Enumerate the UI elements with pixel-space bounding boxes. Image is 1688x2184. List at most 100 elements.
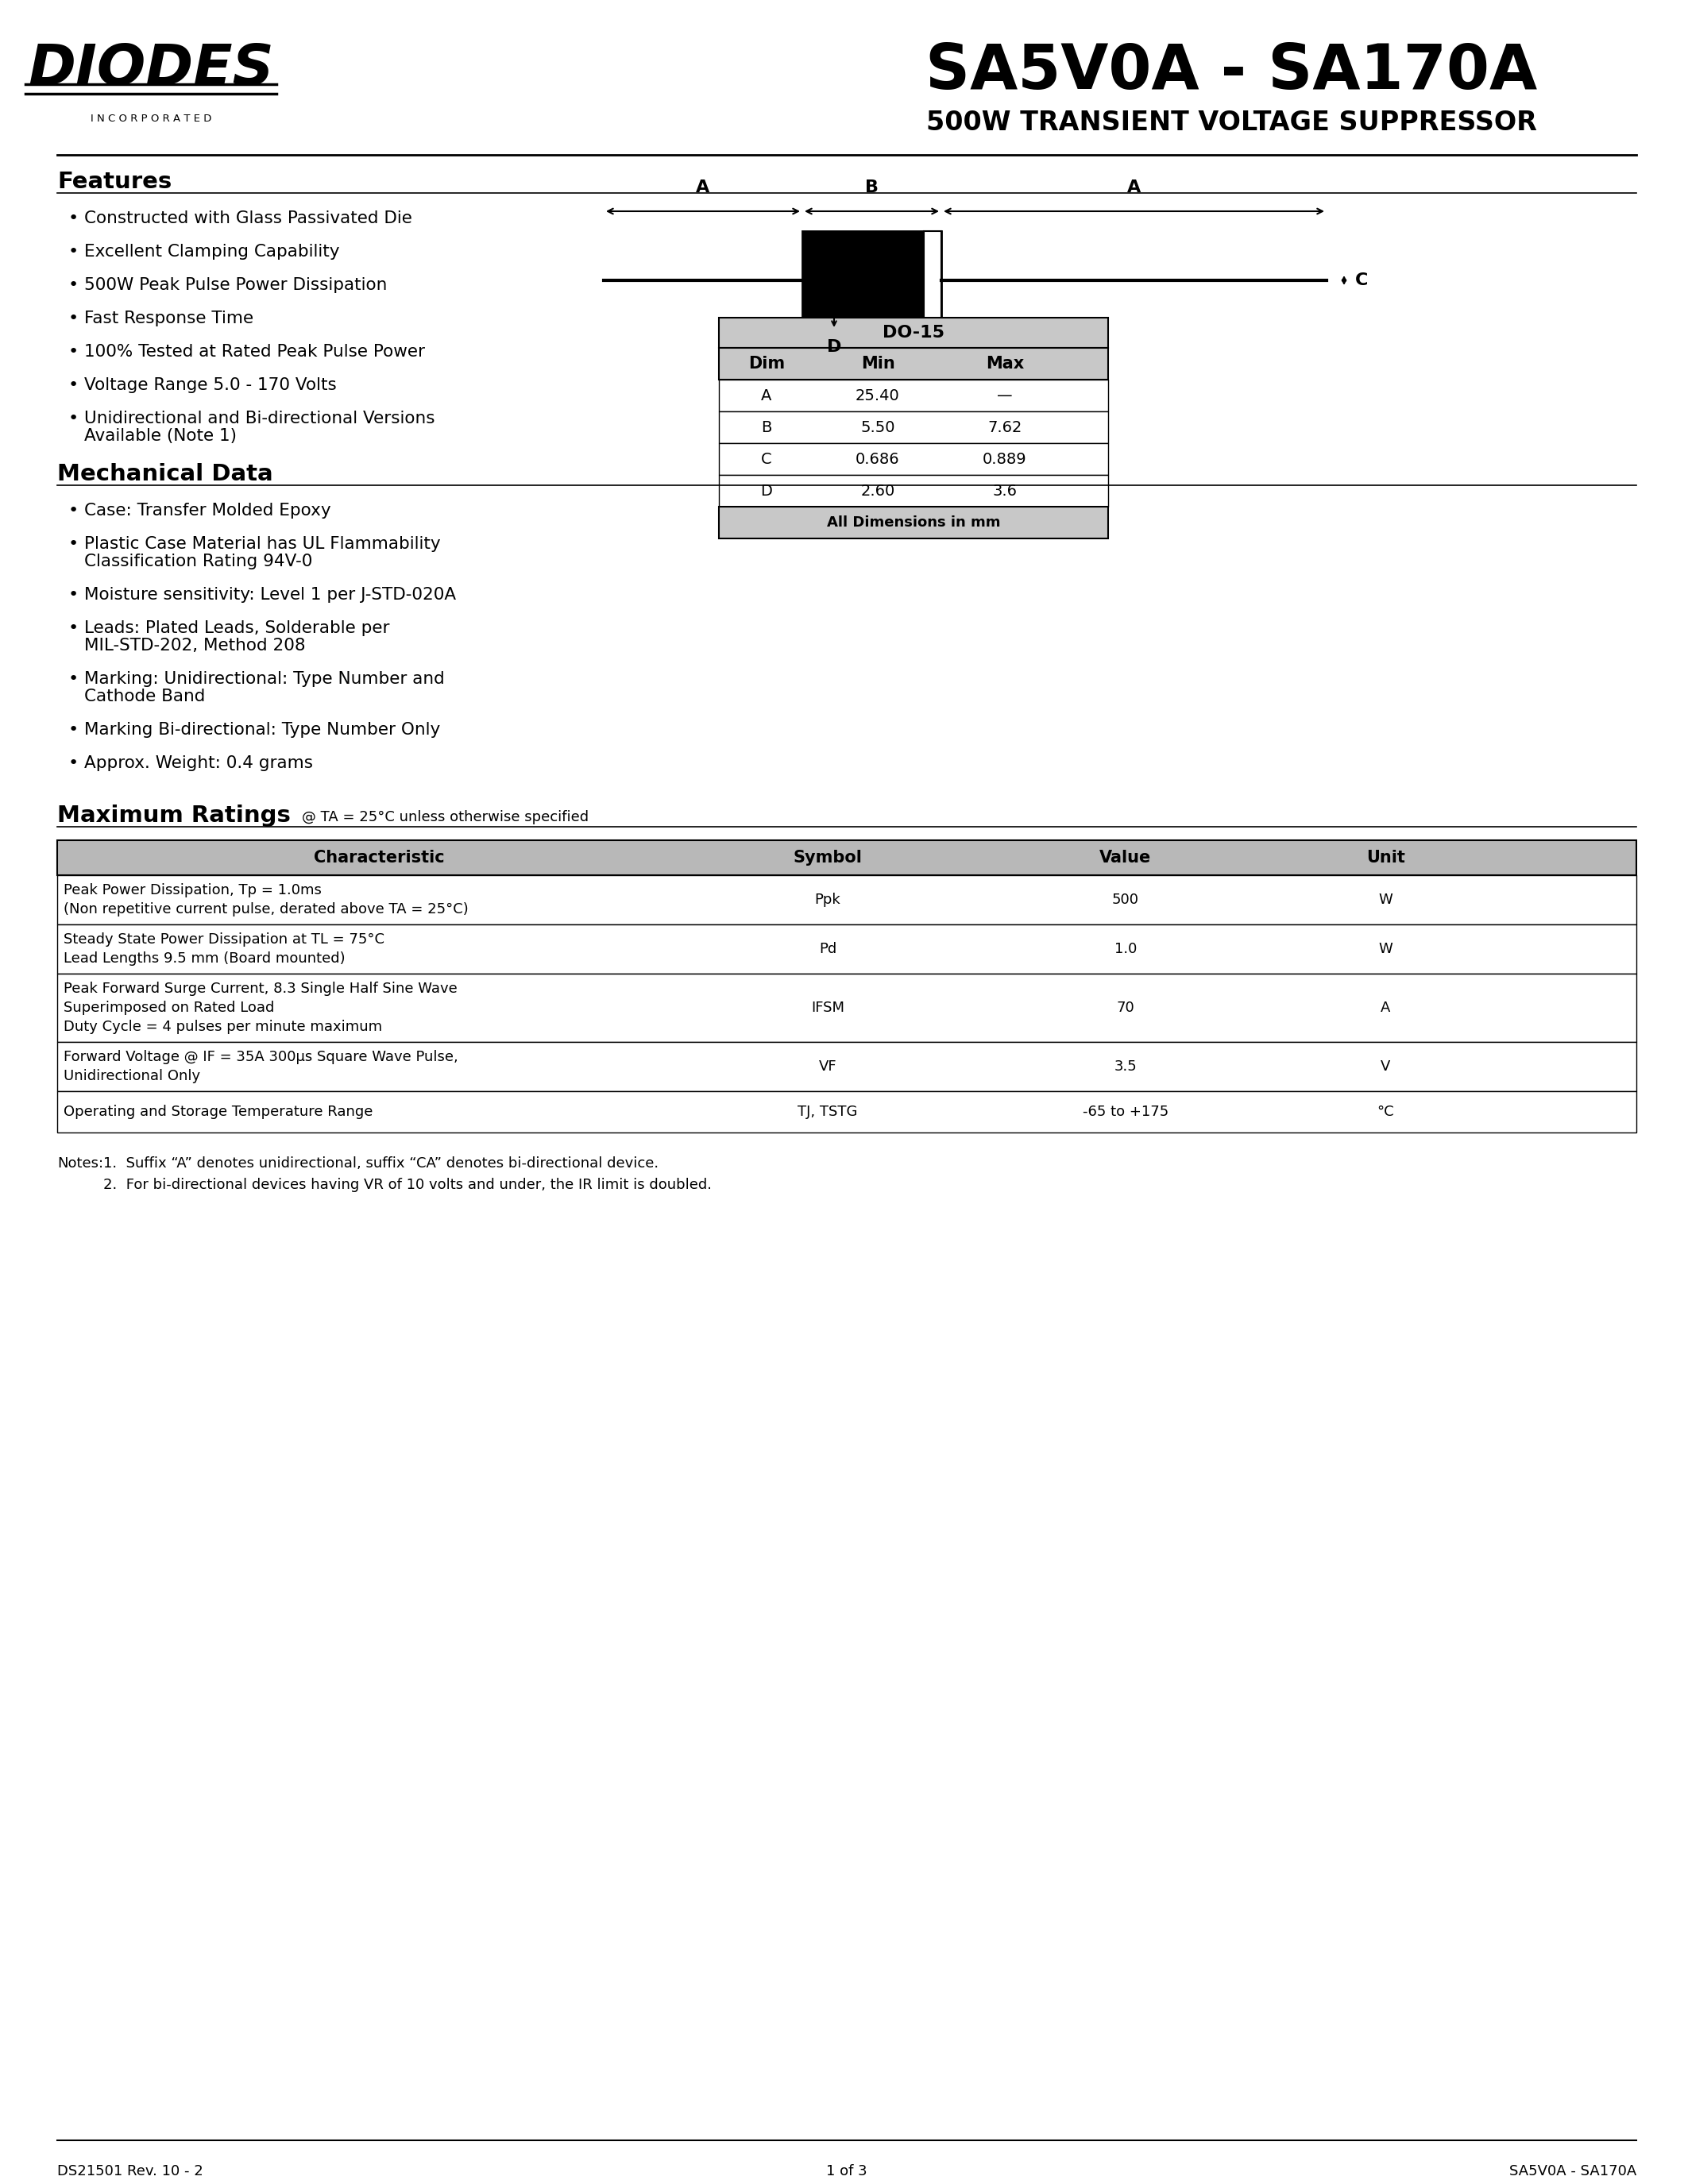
Text: Case: Transfer Molded Epoxy: Case: Transfer Molded Epoxy xyxy=(84,502,331,518)
Text: I N C O R P O R A T E D: I N C O R P O R A T E D xyxy=(91,114,211,124)
Bar xyxy=(923,232,942,330)
Text: Superimposed on Rated Load: Superimposed on Rated Load xyxy=(64,1000,275,1016)
Text: -65 to +175: -65 to +175 xyxy=(1082,1105,1168,1118)
Text: Moisture sensitivity: Level 1 per J-STD-020A: Moisture sensitivity: Level 1 per J-STD-… xyxy=(84,587,456,603)
Bar xyxy=(57,974,1636,1042)
Text: •: • xyxy=(68,587,79,603)
Text: •: • xyxy=(68,620,79,636)
Text: DS21501 Rev. 10 - 2: DS21501 Rev. 10 - 2 xyxy=(57,2164,203,2177)
Text: Ppk: Ppk xyxy=(815,893,841,906)
Text: Min: Min xyxy=(861,356,895,371)
Text: 2.  For bi-directional devices having VR of 10 volts and under, the IR limit is : 2. For bi-directional devices having VR … xyxy=(103,1177,712,1192)
Text: •: • xyxy=(68,723,79,738)
Text: •: • xyxy=(68,343,79,360)
Bar xyxy=(719,507,1107,539)
Text: Marking: Unidirectional: Type Number and: Marking: Unidirectional: Type Number and xyxy=(84,670,444,688)
Text: Leads: Plated Leads, Solderable per: Leads: Plated Leads, Solderable per xyxy=(84,620,390,636)
Text: Lead Lengths 9.5 mm (Board mounted): Lead Lengths 9.5 mm (Board mounted) xyxy=(64,952,346,965)
Text: 1.  Suffix “A” denotes unidirectional, suffix “CA” denotes bi-directional device: 1. Suffix “A” denotes unidirectional, su… xyxy=(103,1155,658,1171)
Text: Voltage Range 5.0 - 170 Volts: Voltage Range 5.0 - 170 Volts xyxy=(84,378,336,393)
Text: 7.62: 7.62 xyxy=(987,419,1023,435)
Text: MIL-STD-202, Method 208: MIL-STD-202, Method 208 xyxy=(84,638,306,653)
Bar xyxy=(719,380,1107,411)
Text: Mechanical Data: Mechanical Data xyxy=(57,463,273,485)
Text: •: • xyxy=(68,535,79,553)
Text: @ TA = 25°C unless otherwise specified: @ TA = 25°C unless otherwise specified xyxy=(302,810,589,823)
Text: 3.6: 3.6 xyxy=(993,483,1018,498)
Text: 70: 70 xyxy=(1116,1000,1134,1016)
Text: Steady State Power Dissipation at TL = 75°C: Steady State Power Dissipation at TL = 7… xyxy=(64,933,385,946)
Text: Dim: Dim xyxy=(748,356,785,371)
Text: Operating and Storage Temperature Range: Operating and Storage Temperature Range xyxy=(64,1105,373,1118)
Bar xyxy=(719,317,1107,347)
Text: Unit: Unit xyxy=(1366,850,1404,865)
Text: D: D xyxy=(827,339,841,356)
Text: Peak Power Dissipation, Tp = 1.0ms: Peak Power Dissipation, Tp = 1.0ms xyxy=(64,882,322,898)
Text: VF: VF xyxy=(819,1059,837,1075)
Text: Maximum Ratings: Maximum Ratings xyxy=(57,804,290,828)
Text: 500W TRANSIENT VOLTAGE SUPPRESSOR: 500W TRANSIENT VOLTAGE SUPPRESSOR xyxy=(925,109,1536,135)
Text: 2.60: 2.60 xyxy=(861,483,895,498)
Text: •: • xyxy=(68,277,79,293)
Text: IFSM: IFSM xyxy=(810,1000,844,1016)
Text: Unidirectional and Bi-directional Versions: Unidirectional and Bi-directional Versio… xyxy=(84,411,436,426)
Text: •: • xyxy=(68,310,79,325)
Bar xyxy=(719,474,1107,507)
Text: •: • xyxy=(68,245,79,260)
Bar xyxy=(719,347,1107,380)
Text: Duty Cycle = 4 pulses per minute maximum: Duty Cycle = 4 pulses per minute maximum xyxy=(64,1020,381,1033)
Text: Features: Features xyxy=(57,170,172,192)
Text: Unidirectional Only: Unidirectional Only xyxy=(64,1068,201,1083)
Text: All Dimensions in mm: All Dimensions in mm xyxy=(827,515,1001,531)
Text: 5.50: 5.50 xyxy=(861,419,895,435)
Text: Classification Rating 94V-0: Classification Rating 94V-0 xyxy=(84,553,312,570)
Text: Characteristic: Characteristic xyxy=(314,850,444,865)
Bar xyxy=(57,924,1636,974)
Text: Constructed with Glass Passivated Die: Constructed with Glass Passivated Die xyxy=(84,210,412,227)
Text: Cathode Band: Cathode Band xyxy=(84,688,206,705)
Text: 1.0: 1.0 xyxy=(1114,941,1138,957)
Text: •: • xyxy=(68,378,79,393)
Text: •: • xyxy=(68,502,79,518)
Bar xyxy=(57,841,1636,876)
Text: •: • xyxy=(68,210,79,227)
Text: Available (Note 1): Available (Note 1) xyxy=(84,428,236,443)
Text: Max: Max xyxy=(986,356,1025,371)
Text: A: A xyxy=(761,389,771,404)
Bar xyxy=(57,1042,1636,1092)
Text: °C: °C xyxy=(1377,1105,1394,1118)
Text: Notes:: Notes: xyxy=(57,1155,103,1171)
Text: A: A xyxy=(1128,179,1141,194)
Text: A: A xyxy=(1381,1000,1391,1016)
Text: •: • xyxy=(68,670,79,688)
Text: DIODES: DIODES xyxy=(29,41,273,96)
Text: (Non repetitive current pulse, derated above TA = 25°C): (Non repetitive current pulse, derated a… xyxy=(64,902,469,917)
Text: W: W xyxy=(1379,941,1393,957)
Bar xyxy=(719,443,1107,474)
Text: Approx. Weight: 0.4 grams: Approx. Weight: 0.4 grams xyxy=(84,756,312,771)
Text: C: C xyxy=(1355,273,1369,288)
Text: •: • xyxy=(68,756,79,771)
Text: Marking Bi-directional: Type Number Only: Marking Bi-directional: Type Number Only xyxy=(84,723,441,738)
Text: Excellent Clamping Capability: Excellent Clamping Capability xyxy=(84,245,339,260)
Text: C: C xyxy=(761,452,771,467)
Text: •: • xyxy=(68,411,79,426)
Text: 25.40: 25.40 xyxy=(856,389,900,404)
Text: Value: Value xyxy=(1099,850,1151,865)
Text: 1 of 3: 1 of 3 xyxy=(827,2164,868,2177)
Bar xyxy=(57,1092,1636,1133)
Text: SA5V0A - SA170A: SA5V0A - SA170A xyxy=(925,41,1538,103)
Text: Fast Response Time: Fast Response Time xyxy=(84,310,253,325)
Text: TJ, TSTG: TJ, TSTG xyxy=(798,1105,858,1118)
Text: SA5V0A - SA170A: SA5V0A - SA170A xyxy=(1509,2164,1636,2177)
Text: Symbol: Symbol xyxy=(793,850,863,865)
Text: —: — xyxy=(998,389,1013,404)
Text: W: W xyxy=(1379,893,1393,906)
Bar xyxy=(802,232,942,330)
Text: 0.889: 0.889 xyxy=(982,452,1026,467)
Text: 500: 500 xyxy=(1112,893,1139,906)
Text: Pd: Pd xyxy=(819,941,837,957)
Text: Forward Voltage @ IF = 35A 300μs Square Wave Pulse,: Forward Voltage @ IF = 35A 300μs Square … xyxy=(64,1051,457,1064)
Text: D: D xyxy=(761,483,773,498)
Text: Plastic Case Material has UL Flammability: Plastic Case Material has UL Flammabilit… xyxy=(84,535,441,553)
